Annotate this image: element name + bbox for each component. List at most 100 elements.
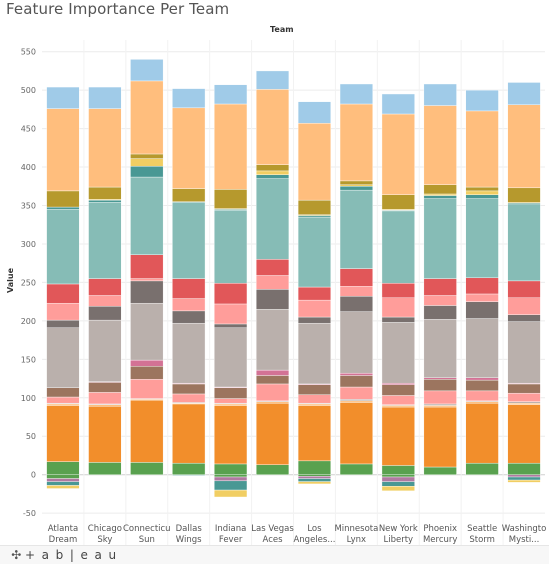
bar-segment[interactable] (381, 194, 415, 210)
bar-segment[interactable] (46, 485, 80, 489)
bar-segment[interactable] (130, 280, 164, 304)
bar-segment[interactable] (214, 303, 248, 325)
bar-segment[interactable] (214, 387, 248, 399)
bar-segment[interactable] (381, 282, 415, 299)
bar-segment[interactable] (88, 278, 122, 296)
bar-segment[interactable] (465, 379, 499, 392)
bar-segment[interactable] (255, 70, 290, 90)
bar-segment[interactable] (465, 377, 499, 381)
bar-segment[interactable] (46, 108, 80, 192)
bar-segment[interactable] (46, 283, 80, 304)
bar-segment[interactable] (381, 113, 415, 195)
bar-segment[interactable] (297, 322, 332, 385)
bar-segment[interactable] (381, 297, 415, 318)
bar-segment[interactable] (423, 295, 457, 306)
bar-segment[interactable] (297, 216, 332, 288)
bar-segment[interactable] (465, 89, 499, 112)
bar-segment[interactable] (172, 403, 206, 464)
bar-segment[interactable] (465, 401, 499, 404)
bar-segment[interactable] (381, 93, 415, 115)
bar-segment[interactable] (423, 105, 457, 185)
bar-segment[interactable] (507, 280, 541, 299)
bar-segment[interactable] (381, 465, 415, 475)
bar-segment[interactable] (46, 319, 80, 329)
bar-segment[interactable] (214, 282, 248, 305)
bar-segment[interactable] (465, 390, 499, 402)
bar-segment[interactable] (507, 462, 541, 475)
bar-segment[interactable] (172, 310, 206, 324)
bar-segment[interactable] (507, 203, 541, 205)
bar-segment[interactable] (255, 89, 290, 165)
bar-segment[interactable] (423, 379, 457, 392)
bar-segment[interactable] (46, 86, 80, 109)
bar-segment[interactable] (214, 323, 248, 328)
bar-segment[interactable] (381, 406, 415, 466)
bar-segment[interactable] (130, 399, 164, 463)
bar-segment[interactable] (88, 319, 122, 382)
bar-segment[interactable] (88, 404, 122, 407)
bar-segment[interactable] (255, 383, 290, 402)
bar-segment[interactable] (465, 198, 499, 279)
bar-segment[interactable] (130, 359, 164, 367)
bar-segment[interactable] (297, 101, 332, 124)
bar-segment[interactable] (297, 474, 332, 477)
bar-segment[interactable] (423, 403, 457, 406)
bar-segment[interactable] (507, 104, 541, 189)
bar-segment[interactable] (255, 375, 290, 385)
bar-segment[interactable] (339, 386, 373, 400)
bar-segment[interactable] (423, 466, 457, 475)
bar-segment[interactable] (214, 476, 248, 482)
bar-segment[interactable] (465, 190, 499, 195)
bar-segment[interactable] (172, 188, 206, 202)
bar-segment[interactable] (214, 403, 248, 406)
bar-segment[interactable] (214, 398, 248, 404)
bar-segment[interactable] (172, 278, 206, 299)
bar-segment[interactable] (255, 178, 290, 260)
bar-segment[interactable] (339, 372, 373, 376)
bar-segment[interactable] (381, 384, 415, 396)
bar-segment[interactable] (423, 305, 457, 320)
bar-segment[interactable] (88, 382, 122, 393)
bar-segment[interactable] (130, 166, 164, 178)
bar-segment[interactable] (214, 474, 248, 478)
bar-segment[interactable] (88, 392, 122, 405)
bar-segment[interactable] (46, 327, 80, 388)
bar-segment[interactable] (130, 278, 164, 282)
bar-segment[interactable] (255, 174, 290, 179)
bar-segment[interactable] (172, 88, 206, 109)
bar-segment[interactable] (465, 110, 499, 188)
bar-segment[interactable] (381, 481, 415, 487)
bar-segment[interactable] (339, 400, 373, 403)
bar-segment[interactable] (381, 486, 415, 492)
bar-segment[interactable] (507, 392, 541, 402)
bar-segment[interactable] (255, 309, 290, 371)
bar-segment[interactable] (297, 460, 332, 475)
bar-segment[interactable] (381, 210, 415, 284)
bar-segment[interactable] (465, 186, 499, 192)
bar-segment[interactable] (423, 195, 457, 199)
bar-segment[interactable] (465, 277, 499, 295)
bar-segment[interactable] (381, 405, 415, 408)
bar-segment[interactable] (507, 297, 541, 315)
bar-segment[interactable] (214, 84, 248, 105)
bar-segment[interactable] (255, 164, 290, 172)
bar-segment[interactable] (507, 187, 541, 203)
bar-segment[interactable] (214, 189, 248, 209)
bar-segment[interactable] (46, 461, 80, 475)
bar-segment[interactable] (297, 384, 332, 395)
bar-segment[interactable] (88, 108, 122, 188)
bar-segment[interactable] (46, 396, 80, 404)
bar-segment[interactable] (130, 462, 164, 475)
bar-segment[interactable] (130, 59, 164, 82)
bar-segment[interactable] (297, 476, 332, 479)
bar-segment[interactable] (172, 393, 206, 403)
bar-segment[interactable] (507, 314, 541, 322)
bar-segment[interactable] (381, 474, 415, 478)
bar-segment[interactable] (297, 215, 332, 218)
bar-segment[interactable] (214, 103, 248, 190)
bar-segment[interactable] (46, 474, 80, 479)
bar-segment[interactable] (339, 402, 373, 465)
bar-segment[interactable] (46, 209, 80, 285)
bar-segment[interactable] (88, 406, 122, 463)
bar-segment[interactable] (88, 86, 122, 109)
